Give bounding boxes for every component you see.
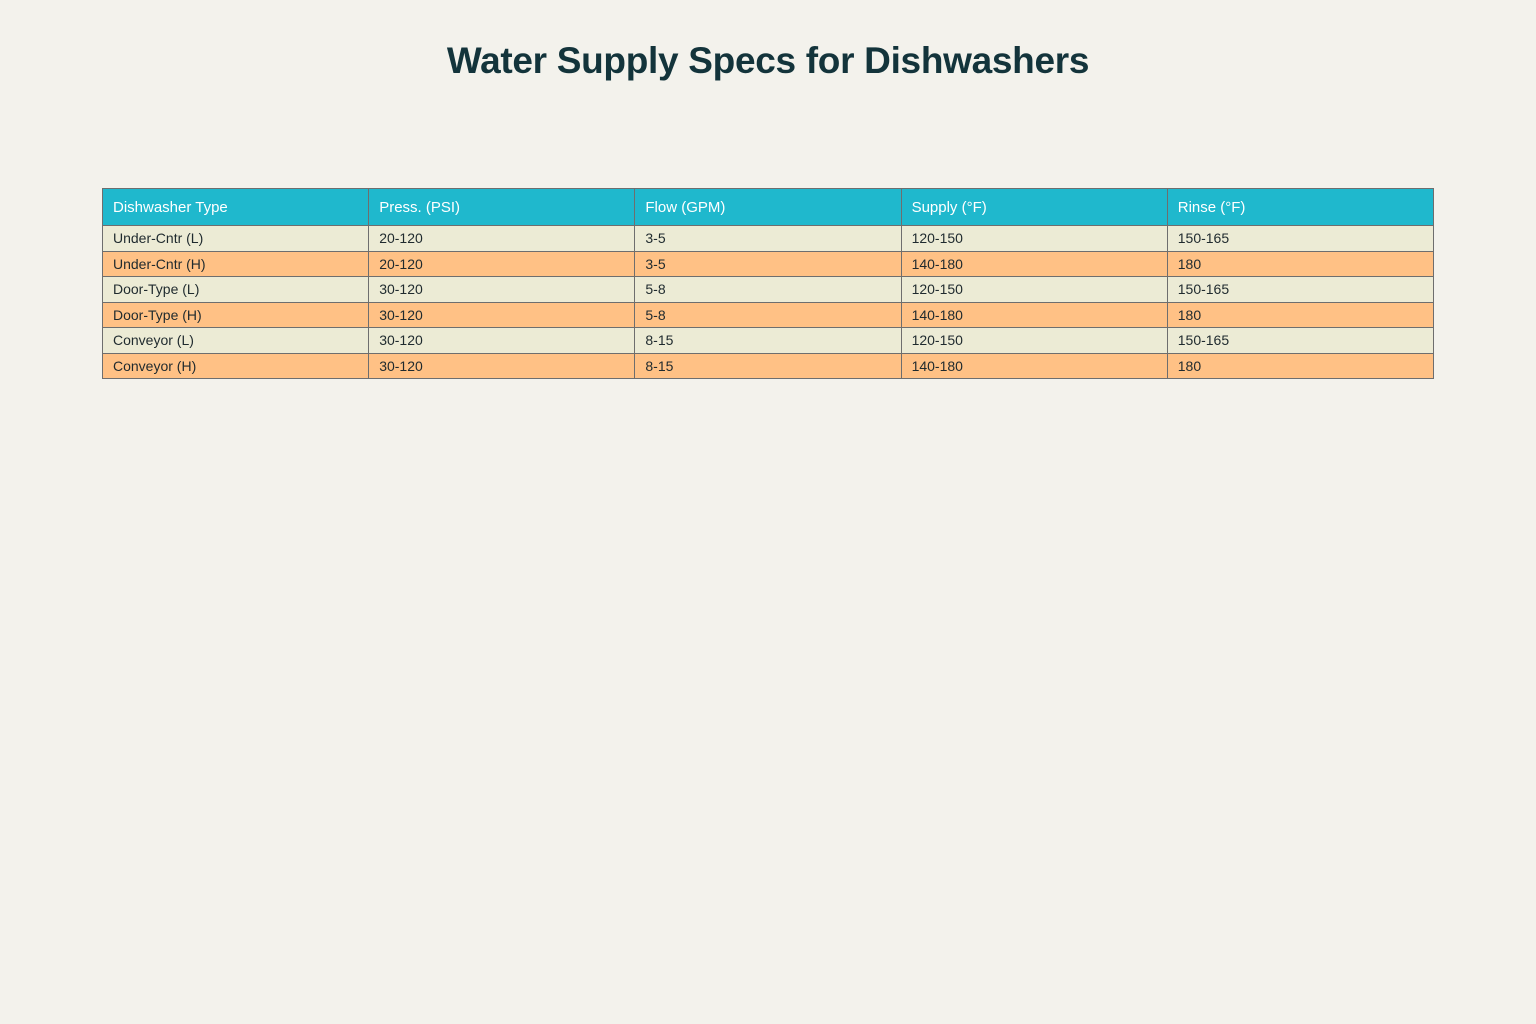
table-row: Under-Cntr (L) 20-120 3-5 120-150 150-16… — [101, 225, 1435, 252]
table-cell: 180 — [1166, 352, 1435, 379]
column-header: Dishwasher Type — [101, 188, 370, 226]
table-cell: 140-180 — [900, 301, 1168, 328]
table-cell: 150-165 — [1166, 276, 1435, 303]
table-cell: 180 — [1166, 301, 1435, 328]
table-cell: Door-Type (H) — [101, 301, 370, 328]
table-cell: Conveyor (L) — [101, 327, 370, 354]
spec-table: Dishwasher Type Press. (PSI) Flow (GPM) … — [101, 188, 1435, 379]
table-cell: 120-150 — [900, 327, 1168, 354]
table-cell: Under-Cntr (H) — [101, 250, 370, 277]
table-row: Under-Cntr (H) 20-120 3-5 140-180 180 — [101, 250, 1435, 277]
table-cell: 30-120 — [368, 301, 636, 328]
table-cell: 5-8 — [634, 301, 902, 328]
chart-title: Water Supply Specs for Dishwashers — [446, 40, 1090, 81]
table-cell: 30-120 — [368, 352, 636, 379]
table-cell: 180 — [1166, 250, 1435, 277]
table-cell: Door-Type (L) — [101, 276, 370, 303]
column-header: Press. (PSI) — [368, 188, 636, 226]
column-header: Supply (°F) — [900, 188, 1168, 226]
table-cell: Conveyor (H) — [101, 352, 370, 379]
table-cell: 8-15 — [634, 327, 902, 354]
table-cell: 120-150 — [900, 276, 1168, 303]
table-cell: 20-120 — [368, 225, 636, 252]
table-cell: Under-Cntr (L) — [101, 225, 370, 252]
table-cell: 5-8 — [634, 276, 902, 303]
column-header: Flow (GPM) — [634, 188, 902, 226]
table-cell: 20-120 — [368, 250, 636, 277]
table-cell: 140-180 — [900, 250, 1168, 277]
table-cell: 30-120 — [368, 327, 636, 354]
table-row: Conveyor (L) 30-120 8-15 120-150 150-165 — [101, 327, 1435, 354]
table-cell: 3-5 — [634, 225, 902, 252]
table-cell: 140-180 — [900, 352, 1168, 379]
table-cell: 3-5 — [634, 250, 902, 277]
table-row: Conveyor (H) 30-120 8-15 140-180 180 — [101, 352, 1435, 379]
spec-table-container: Dishwasher Type Press. (PSI) Flow (GPM) … — [101, 188, 1435, 379]
column-header: Rinse (°F) — [1166, 188, 1435, 226]
table-cell: 30-120 — [368, 276, 636, 303]
table-cell: 150-165 — [1166, 327, 1435, 354]
table-cell: 120-150 — [900, 225, 1168, 252]
table-row: Door-Type (H) 30-120 5-8 140-180 180 — [101, 301, 1435, 328]
table-cell: 150-165 — [1166, 225, 1435, 252]
table-header-row: Dishwasher Type Press. (PSI) Flow (GPM) … — [101, 188, 1435, 226]
table-row: Door-Type (L) 30-120 5-8 120-150 150-165 — [101, 276, 1435, 303]
table-cell: 8-15 — [634, 352, 902, 379]
table-body: Under-Cntr (L) 20-120 3-5 120-150 150-16… — [101, 225, 1435, 379]
